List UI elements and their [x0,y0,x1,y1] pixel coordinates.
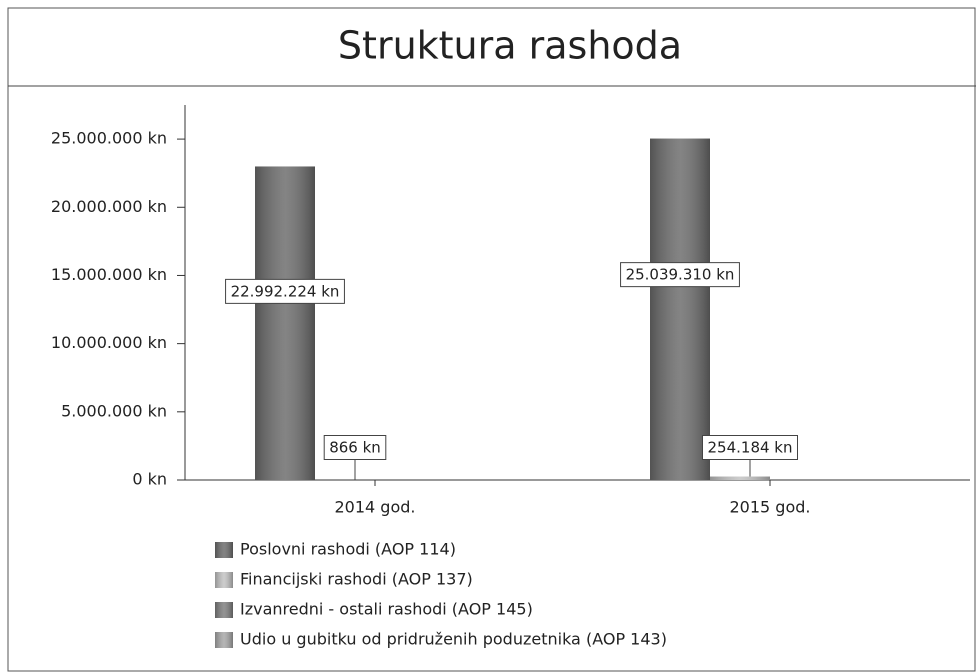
legend-swatch-shade [215,632,233,648]
legend-swatch-shade [215,542,233,558]
legend-swatch-shade [215,572,233,588]
x-tick-label: 2014 god. [335,498,416,517]
frame [7,7,976,672]
y-tick-label: 25.000.000 kn [51,129,167,148]
x-tick-label: 2015 god. [730,498,811,517]
chart-title: Struktura rashoda [338,24,682,68]
y-tick-label: 5.000.000 kn [61,401,167,420]
y-tick-label: 10.000.000 kn [51,333,167,352]
data-label-box [225,278,345,304]
bar-shade [255,166,315,480]
legend-label: Financijski rashodi (AOP 137) [240,570,473,589]
bar-shade [650,138,710,480]
data-label: 866 kn [329,439,381,457]
y-tick-label: 20.000.000 kn [51,197,167,216]
data-label-box [323,435,387,460]
data-label: 254.184 kn [708,439,793,457]
legend-swatch-shade [215,602,233,618]
legend-label: Udio u gubitku od pridruženih poduzetnik… [240,630,667,649]
data-label: 22.992.224 kn [231,282,340,300]
legend-label: Izvanredni - ostali rashodi (AOP 145) [240,600,533,619]
y-tick-label: 15.000.000 kn [51,265,167,284]
y-tick-label: 0 kn [132,470,167,489]
data-label-box [620,262,740,288]
legend-label: Poslovni rashodi (AOP 114) [240,540,456,559]
bar-shade [710,476,770,480]
data-label: 25.039.310 kn [626,266,735,284]
